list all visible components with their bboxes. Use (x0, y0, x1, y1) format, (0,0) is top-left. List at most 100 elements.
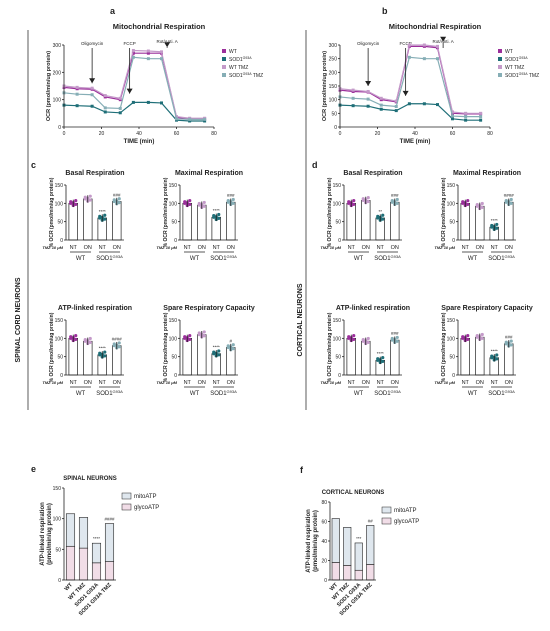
data-point (118, 111, 122, 115)
bar-mitoatp (65, 513, 76, 547)
y-tick-label: 0 (58, 125, 61, 131)
y-tick-label: 50 (171, 220, 177, 226)
bar (504, 201, 514, 241)
y-tick-label: 200 (329, 70, 338, 76)
y-tick-label: 0 (452, 238, 455, 244)
data-point (495, 353, 499, 357)
data-point (480, 332, 484, 337)
legend-entry: SOD1G93A (229, 56, 252, 63)
y-tick-label: 100 (55, 201, 64, 207)
data-point (117, 341, 121, 345)
line-chart-a: Mitochondrial Respiration 0 100 200 300 0 20 40… (46, 22, 263, 145)
bar-chart-c3: ATP-linked respiration 0 50 100 150% OCR (pm… (42, 305, 132, 397)
data-point (69, 335, 73, 339)
data-point (90, 86, 94, 90)
tmz-label: TMZ 10 μM (434, 380, 455, 385)
y-tick-label: 100 (447, 201, 456, 207)
data-point (490, 223, 494, 228)
y-axis-label: OCR (pmol/min/ug protein) (46, 51, 52, 121)
data-point (381, 217, 385, 221)
y-tick-label: 0 (338, 238, 341, 244)
data-point (390, 198, 394, 203)
data-point (197, 331, 201, 335)
data-point (376, 214, 380, 218)
group-label-wt: WT (190, 256, 200, 262)
y-tick-label: 300 (53, 43, 62, 49)
data-point (509, 201, 513, 205)
treatment-label: ON (227, 380, 235, 386)
y-tick-label: 150 (447, 183, 456, 189)
treatment-label: ON (476, 380, 484, 386)
data-point (461, 335, 465, 339)
group-label-sod: SOD1G93A (488, 254, 515, 263)
panel-letter-d: d (312, 160, 318, 170)
legend-entry: glycoATP (394, 519, 419, 525)
tmz-label: TMZ 10 μM (320, 245, 341, 250)
bar (346, 337, 356, 376)
y-tick-label: 150 (333, 183, 342, 189)
data-point (436, 57, 439, 61)
treatment-label: NT (184, 245, 192, 251)
treatment-label: ON (505, 245, 513, 251)
data-point (352, 202, 356, 207)
x-tick-label: 40 (412, 131, 418, 137)
treatment-label: NT (213, 380, 221, 386)
bar (226, 347, 236, 376)
significance-mark: **** (213, 345, 220, 350)
legend-entry: WT TMZ (229, 65, 248, 71)
y-tick-label: 0 (58, 578, 61, 584)
stacked-bar-chart-f: CORTICAL NEURONS 0 20 40 60 80 ATP-linked resp… (306, 490, 419, 617)
data-point (217, 349, 221, 353)
tmz-label: TMZ 10 μM (42, 245, 63, 250)
bar (112, 345, 122, 376)
data-point (395, 339, 399, 343)
bar (390, 201, 400, 241)
group-label-sod: SOD1G93A (96, 254, 123, 263)
legend-entry: mitoATP (394, 508, 417, 514)
data-point (436, 103, 439, 107)
y-axis-label-unit: (pmol/min/ug protein) (313, 510, 319, 572)
stacked-bar-chart-e: SPINAL NEURONS 0 50 100 150 ATP-linked respir… (40, 476, 159, 617)
data-point (504, 198, 508, 203)
treatment-label: ON (362, 245, 370, 251)
y-axis-label: % OCR (pmol/min/ug protein) (163, 177, 169, 247)
y-tick-label: 150 (55, 318, 64, 324)
significance-mark: **** (491, 218, 498, 223)
data-point (75, 92, 79, 96)
data-point (103, 106, 107, 110)
legend-swatch (498, 73, 502, 77)
data-point (74, 202, 78, 207)
y-tick-label: 50 (57, 355, 63, 361)
bar-chart-c1: Basal Respiration 0 50 100 150% OCR (pmol/mi… (42, 170, 124, 262)
bar-chart-c2: Maximal Respiration 0 50 100 150% OCR (pmol/… (156, 170, 243, 262)
treatment-label: ON (198, 380, 206, 386)
group-label-sod: SOD1G93A (210, 254, 237, 263)
data-point (466, 337, 470, 342)
chart-title: Mitochondrial Respiration (389, 22, 482, 31)
group-label-wt: WT (76, 391, 86, 397)
category-label: WT (64, 582, 75, 593)
treatment-label: NT (70, 380, 78, 386)
data-point (509, 197, 513, 202)
bar-mitoatp (343, 527, 352, 566)
group-label-wt: WT (468, 256, 478, 262)
bar (460, 337, 470, 376)
significance-mark: # (229, 338, 232, 343)
y-tick-label: 150 (333, 318, 342, 324)
data-point (422, 102, 426, 106)
data-point (217, 216, 221, 220)
chart-title: Basal Respiration (343, 170, 402, 177)
y-tick-label: 50 (449, 355, 455, 361)
y-tick-label: 0 (334, 125, 337, 131)
data-point (202, 204, 206, 208)
legend-swatch (222, 49, 226, 53)
data-point (88, 336, 92, 341)
y-tick-label: 60 (321, 520, 327, 526)
treatment-label: NT (348, 380, 356, 386)
data-point (118, 106, 122, 110)
data-point (202, 330, 206, 334)
tmz-label: TMZ 10 μM (156, 245, 177, 250)
tmz-label: TMZ 10 μM (156, 380, 177, 385)
y-axis-label: % OCR (pmol/min/ug protein) (327, 177, 333, 247)
significance-mark: *** (356, 536, 362, 541)
